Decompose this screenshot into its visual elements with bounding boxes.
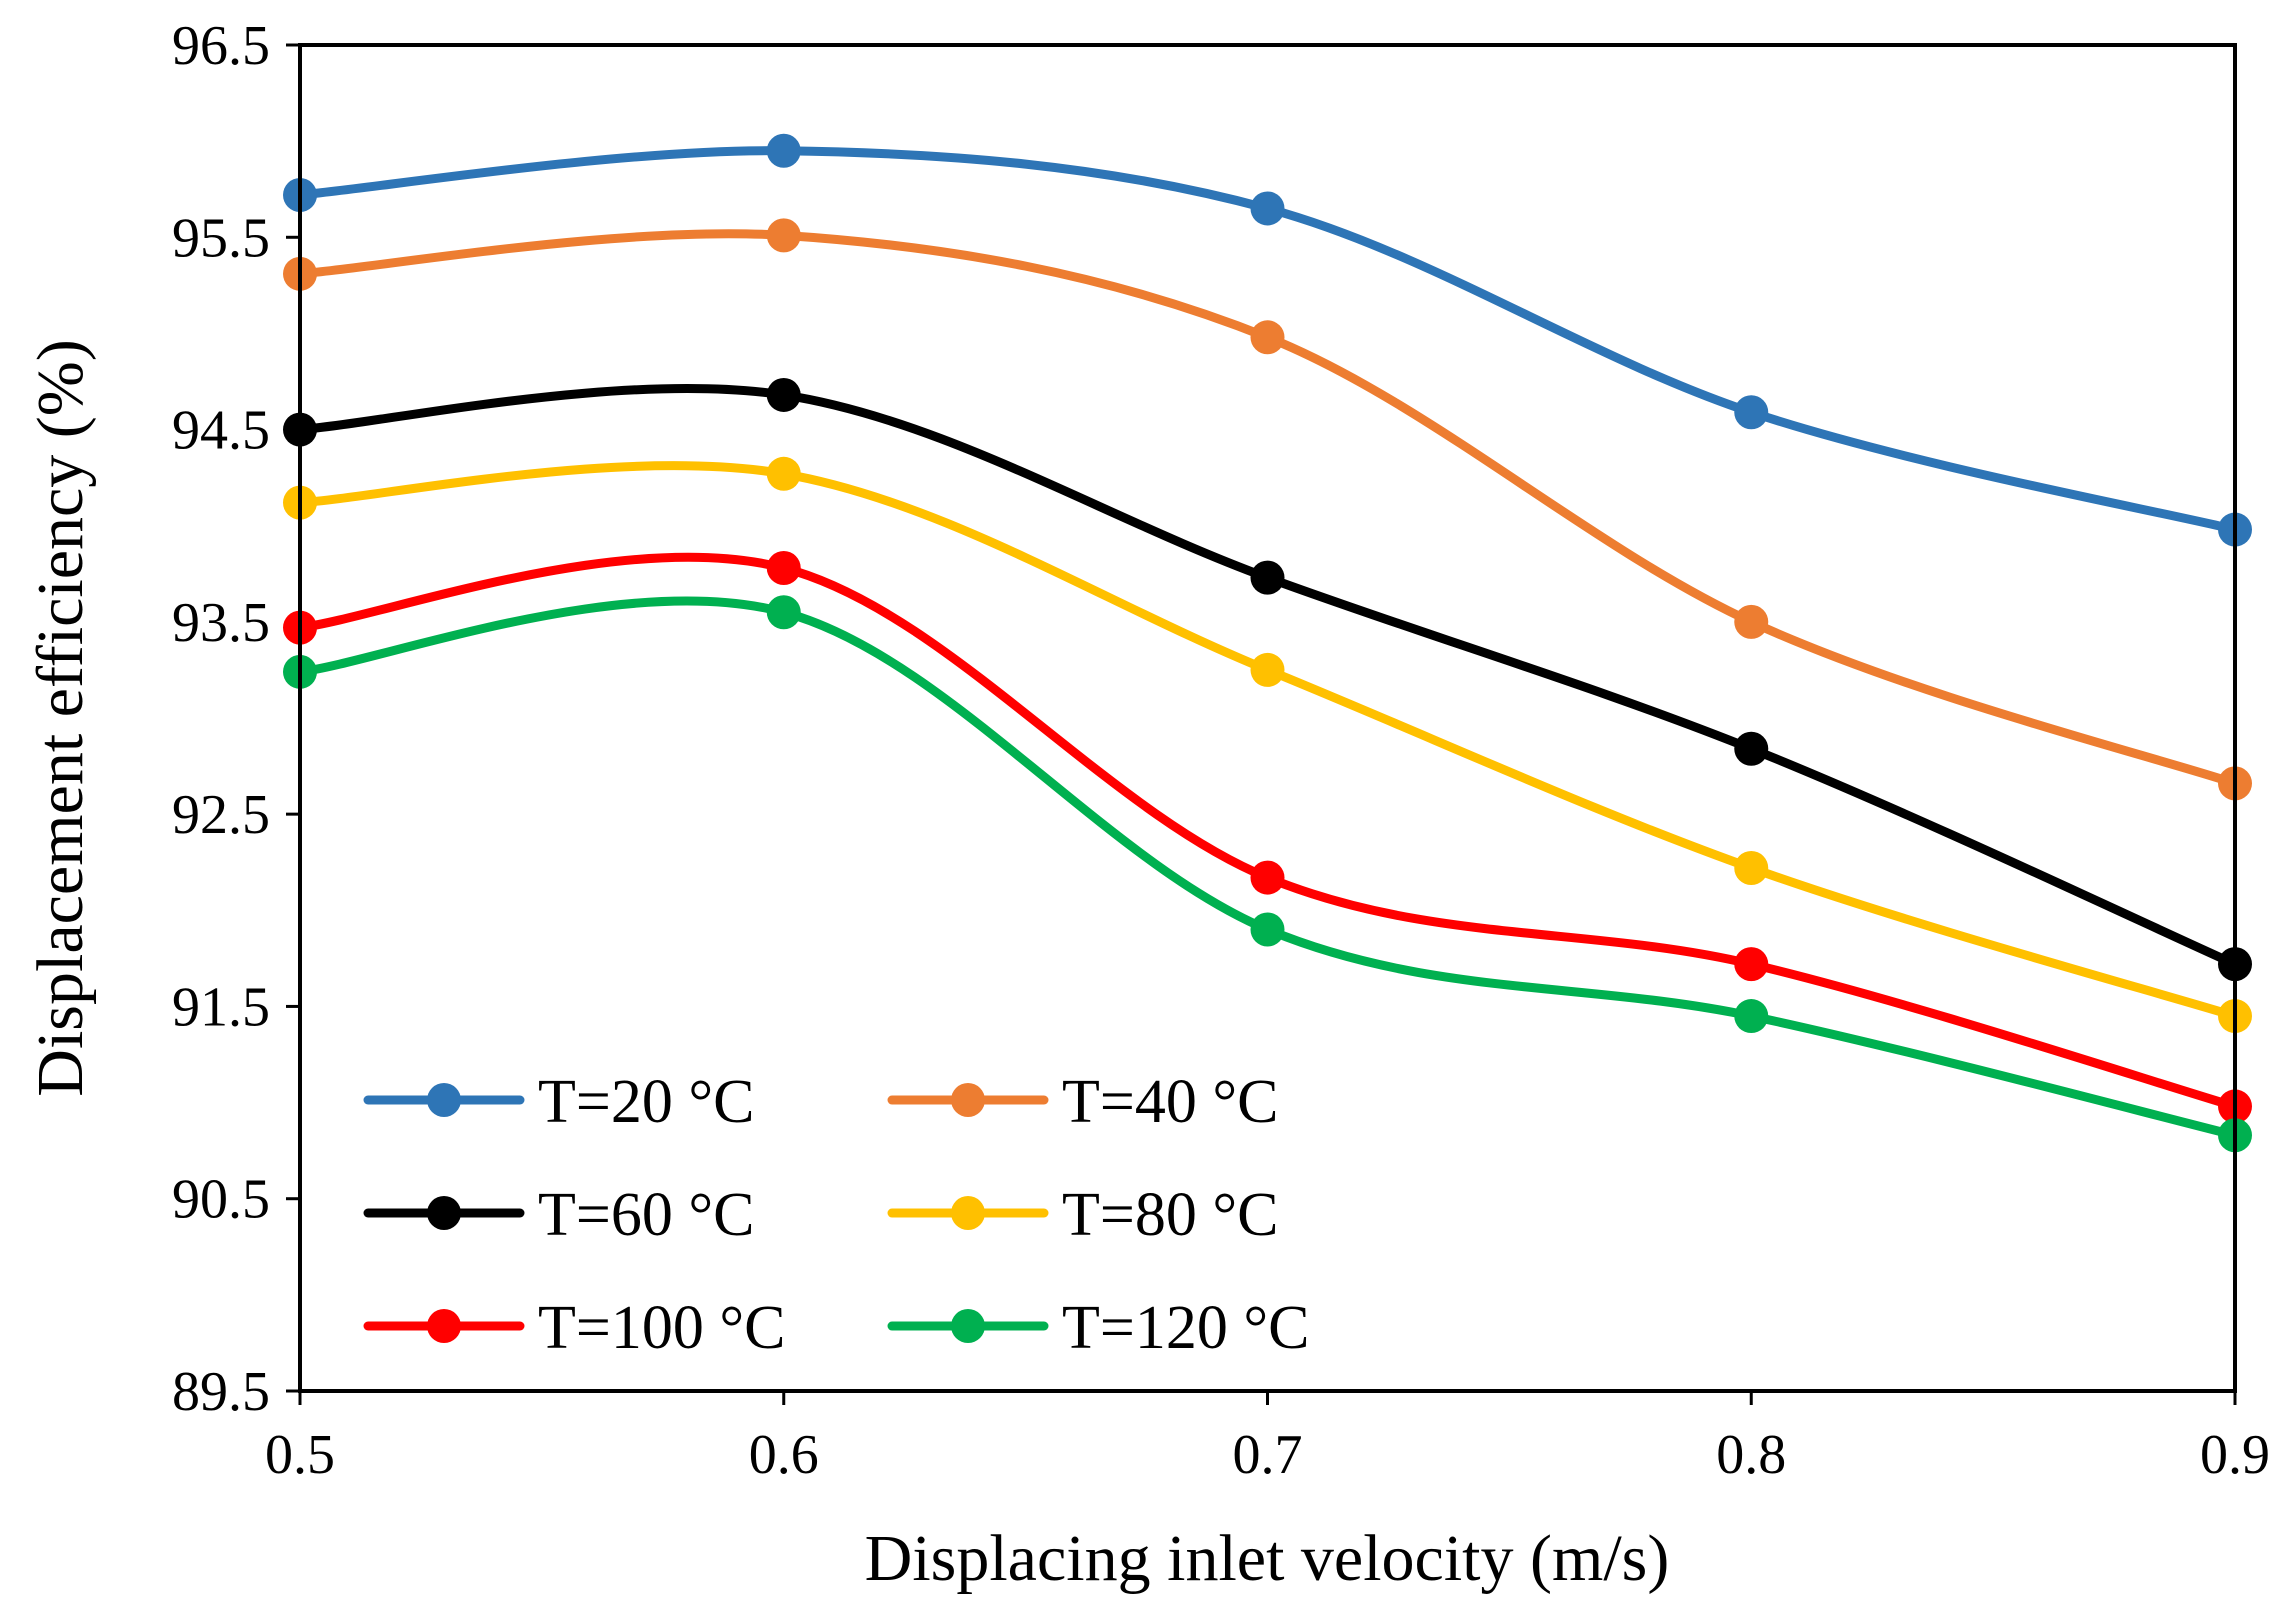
- y-tick-label: 89.5: [172, 1361, 270, 1423]
- x-tick-label: 0.8: [1716, 1424, 1786, 1486]
- x-tick-label: 0.7: [1233, 1424, 1303, 1486]
- y-tick-label: 93.5: [172, 592, 270, 654]
- data-point-t-20-c: [1734, 395, 1769, 430]
- y-tick-label: 90.5: [172, 1169, 270, 1231]
- y-tick-label: 94.5: [172, 400, 270, 462]
- data-point-t-100-c: [1250, 860, 1285, 895]
- data-point-t-80-c: [766, 456, 801, 491]
- y-tick-label: 95.5: [172, 207, 270, 269]
- y-tick-label: 91.5: [172, 976, 270, 1038]
- legend-label-t-60-c: T=60 °C: [538, 1181, 755, 1249]
- legend-label-t-120-c: T=120 °C: [1062, 1294, 1310, 1362]
- x-tick-label: 0.5: [265, 1424, 335, 1486]
- data-point-t-40-c: [1250, 320, 1285, 355]
- data-point-t-120-c: [1734, 999, 1769, 1034]
- data-point-t-120-c: [766, 595, 801, 630]
- x-axis-title: Displacing inlet velocity (m/s): [865, 1522, 1670, 1595]
- data-point-t-60-c: [1734, 731, 1769, 766]
- data-point-t-80-c: [1250, 652, 1285, 687]
- data-point-t-60-c: [766, 377, 801, 412]
- data-point-t-80-c: [1734, 850, 1769, 885]
- legend-marker-t-40-c: [951, 1083, 985, 1117]
- x-tick-label: 0.6: [749, 1424, 819, 1486]
- data-point-t-100-c: [766, 551, 801, 586]
- legend-label-t-20-c: T=20 °C: [538, 1068, 755, 1136]
- data-point-t-20-c: [1250, 191, 1285, 226]
- legend-marker-t-100-c: [427, 1309, 461, 1343]
- legend-label-t-40-c: T=40 °C: [1062, 1068, 1279, 1136]
- legend-marker-t-80-c: [951, 1196, 985, 1230]
- x-tick-label: 0.9: [2200, 1424, 2270, 1486]
- y-tick-label: 92.5: [172, 784, 270, 846]
- data-point-t-40-c: [766, 218, 801, 253]
- legend-marker-t-120-c: [951, 1309, 985, 1343]
- plot-area-frame: [298, 43, 2237, 1393]
- data-point-t-60-c: [1250, 560, 1285, 595]
- legend-marker-t-60-c: [427, 1196, 461, 1230]
- y-tick-label: 96.5: [172, 15, 270, 77]
- data-point-t-120-c: [1250, 912, 1285, 947]
- data-point-t-40-c: [1734, 604, 1769, 639]
- legend-label-t-80-c: T=80 °C: [1062, 1181, 1279, 1249]
- legend-label-t-100-c: T=100 °C: [538, 1294, 786, 1362]
- data-point-t-100-c: [1734, 947, 1769, 982]
- legend: T=20 °C T=40 °C T=60 °C T=80 °C T=100 °C T=12…: [363, 1068, 1310, 1362]
- data-point-t-20-c: [766, 133, 801, 168]
- legend-marker-t-20-c: [427, 1083, 461, 1117]
- y-axis-title: Displacement efficiency (%): [24, 339, 97, 1096]
